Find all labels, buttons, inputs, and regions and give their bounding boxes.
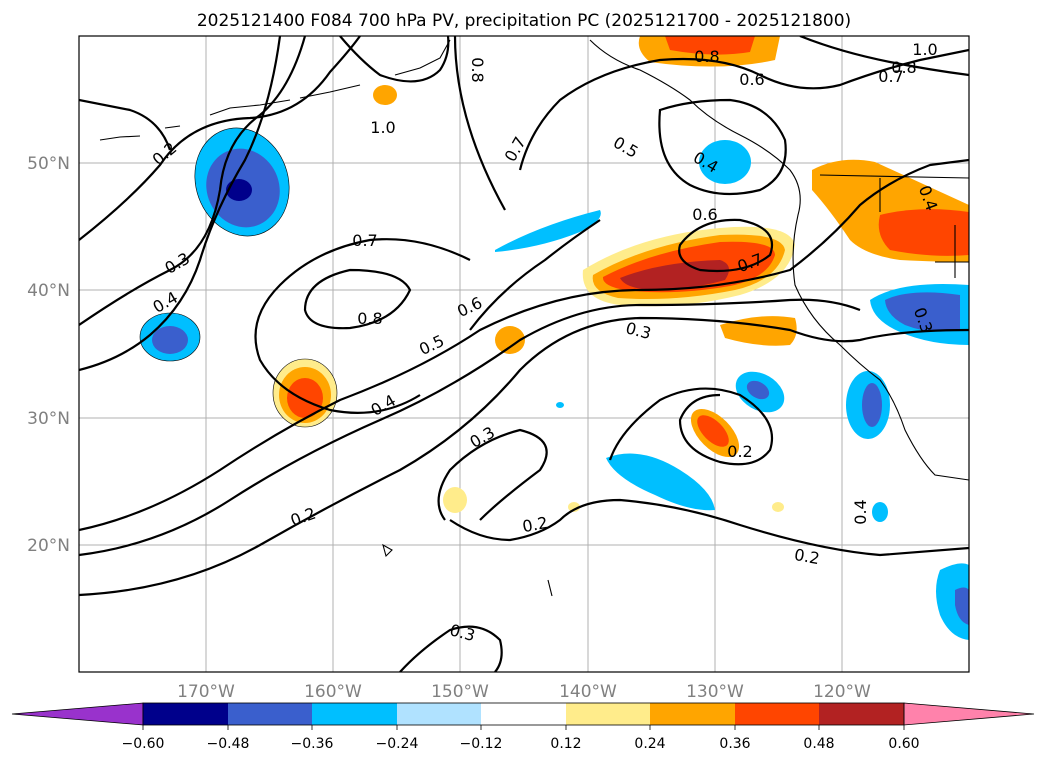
lat-label: 40°N [27, 281, 70, 301]
colorbar-tick-label: −0.36 [291, 736, 334, 752]
precip-negative-area [936, 563, 969, 640]
colorbar-tick-label: 0.60 [888, 736, 919, 752]
contour-label: 0.8 [357, 309, 382, 328]
precip-negative-area [735, 371, 785, 413]
colorbar-tick-label: 0.36 [719, 736, 750, 752]
precip-positive-area [690, 408, 740, 458]
precip-positive-area [273, 359, 337, 427]
precip-positive-area [373, 85, 784, 513]
colorbar-bin [481, 703, 566, 725]
map-background [79, 36, 969, 672]
contour-label: 0.8 [468, 57, 487, 82]
map-frame [78, 35, 970, 673]
contour-label: 1.0 [912, 40, 937, 59]
contour-label: 1.0 [370, 118, 395, 137]
colorbar-tick-label: −0.24 [376, 736, 419, 752]
lon-label: 140°W [559, 682, 617, 702]
lat-label: 50°N [27, 154, 70, 174]
contour-label: 0.6 [739, 70, 764, 89]
contour-label: 0.7 [878, 67, 903, 86]
colorbar-bin [735, 703, 819, 725]
contour-label: 0.2 [793, 545, 821, 568]
lon-label: 130°W [686, 682, 744, 702]
colorbar-bin [312, 703, 397, 725]
colorbar-tick-label: 0.12 [550, 736, 581, 752]
colorbar-bin [819, 703, 904, 725]
lon-label: 150°W [431, 682, 489, 702]
colorbar-bin [228, 703, 312, 725]
colorbar-over-extension [903, 702, 1035, 726]
precip-positive-area [812, 159, 969, 262]
longitude-labels: 170°W 160°W 150°W 140°W 130°W 120°W [177, 682, 871, 702]
colorbar-bin [143, 703, 228, 725]
precip-negative-area [846, 371, 890, 439]
pv-contours [79, 36, 969, 672]
contour-label: 0.4 [851, 499, 870, 524]
lon-label: 170°W [177, 682, 235, 702]
colorbar-tick-label: −0.12 [460, 736, 503, 752]
precip-negative-area [495, 210, 601, 252]
lat-label: 30°N [27, 409, 70, 429]
colorbar-bin [650, 703, 735, 725]
contour-label: 0.6 [692, 205, 717, 224]
lat-label: 20°N [27, 536, 70, 556]
coastlines [99, 39, 969, 597]
colorbar-tick-label: 0.48 [803, 736, 834, 752]
precip-outlines [139, 127, 338, 428]
latitude-labels: 50°N 40°N 30°N 20°N [27, 154, 70, 556]
contour-label: 0.8 [891, 58, 916, 77]
colorbar-frame [142, 702, 905, 726]
map-panel: 1.0 0.8 0.8 1.0 0.8 0.7 0.6 0.7 0.5 0.4 … [78, 35, 970, 673]
colorbar-tick-label: 0.24 [634, 736, 665, 752]
colorbar-ticks [142, 725, 905, 730]
colorbar-tick-label: −0.60 [122, 736, 165, 752]
lon-label: 120°W [813, 682, 871, 702]
colorbar-under-extension [11, 702, 144, 726]
lon-label: 160°W [304, 682, 362, 702]
colorbar: −0.60 −0.48 −0.36 −0.24 −0.12 0.12 0.24 … [11, 702, 1035, 752]
precip-negative-area [556, 402, 888, 522]
precip-negative-area [699, 140, 751, 184]
precip-negative-area [606, 453, 715, 511]
figure-title: 2025121400 F084 700 hPa PV, precipitatio… [197, 11, 851, 31]
contour-label: 0.8 [694, 47, 719, 66]
colorbar-bin [566, 703, 650, 725]
contour-label: 0.2 [521, 513, 549, 536]
precip-negative-area [140, 313, 200, 361]
colorbar-tick-label: −0.48 [207, 736, 250, 752]
contour-label: 0.7 [352, 231, 377, 250]
colorbar-bin [397, 703, 481, 725]
contour-label: 0.2 [727, 442, 752, 461]
